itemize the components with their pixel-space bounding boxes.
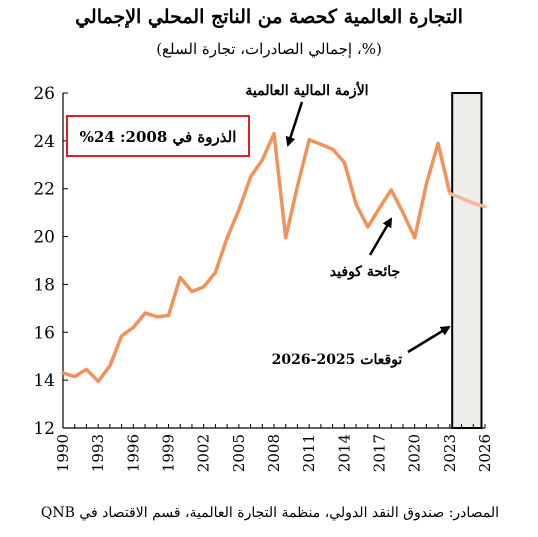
forecast-arrow xyxy=(407,325,451,354)
x-tick-label: 1993 xyxy=(89,434,107,472)
y-tick-label: 24 xyxy=(33,132,55,152)
x-tick-label: 1996 xyxy=(124,434,142,472)
x-tick-label: 2017 xyxy=(371,434,389,472)
series-layer xyxy=(61,131,487,384)
axes-layer: 12 14 16 18 20 22 24 26 1990 1993 1996 1999 2002 2005… xyxy=(33,84,494,472)
x-tick-label: 2008 xyxy=(265,434,283,472)
y-tick-label: 18 xyxy=(33,275,55,295)
forecast-annotation-text: توقعات 2025-2026 xyxy=(272,352,403,368)
chart-subtitle: (%، إجمالي الصادرات، تجارة السلع) xyxy=(156,40,382,58)
chart-title: التجارة العالمية كحصة من الناتج المحلي ا… xyxy=(75,6,463,28)
x-tick-label: 2005 xyxy=(230,434,248,472)
peak-annotation-box xyxy=(66,115,250,157)
x-tick-label: 2023 xyxy=(441,434,459,472)
x-tick-label: 2014 xyxy=(335,434,353,472)
y-tick-label: 12 xyxy=(33,419,55,439)
y-tick-label: 22 xyxy=(33,180,55,200)
source-note: المصادر: صندوق النقد الدولي، منظمة التجا… xyxy=(40,505,500,521)
covid-arrow xyxy=(368,217,393,256)
y-tick-label: 14 xyxy=(33,371,55,391)
y-tick-label: 16 xyxy=(33,323,55,343)
peak-annotation-text: الذروة في 2008: 24% xyxy=(80,128,237,147)
x-tick-label: 2020 xyxy=(406,434,424,472)
y-tick-label: 20 xyxy=(33,228,55,248)
series-line-forecast xyxy=(448,191,487,209)
x-tick-label: 1990 xyxy=(54,434,72,472)
crisis-annotation-text: الأزمة المالية العالمية xyxy=(245,81,368,99)
forecast-band-layer xyxy=(451,92,483,429)
crisis-arrow xyxy=(285,101,304,147)
x-tick-label: 2002 xyxy=(195,434,213,472)
x-tick-label: 1999 xyxy=(160,434,178,472)
y-tick-label: 26 xyxy=(33,84,55,104)
forecast-band xyxy=(451,92,483,429)
x-tick-label: 2026 xyxy=(476,434,494,472)
covid-annotation-text: جائحة كوفيد xyxy=(330,264,400,280)
series-line-actual xyxy=(61,131,452,384)
annotation-layer: الذروة في 2008: 24% الأزمة المالية العال… xyxy=(66,81,451,368)
x-tick-label: 2011 xyxy=(300,434,318,472)
